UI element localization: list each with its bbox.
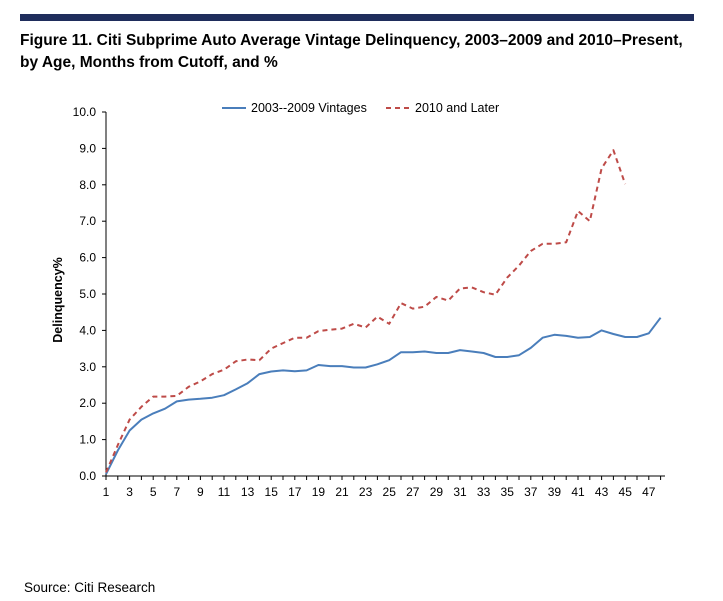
y-tick-label: 9.0 (79, 141, 96, 155)
x-tick-label: 29 (430, 485, 444, 499)
x-tick-label: 43 (595, 485, 609, 499)
series-lines (105, 149, 662, 475)
x-tick-label: 7 (173, 485, 180, 499)
y-tick-label: 1.0 (79, 433, 96, 447)
x-tick-label: 9 (197, 485, 204, 499)
series-line-1 (105, 317, 662, 475)
x-tick-label: 21 (335, 485, 349, 499)
x-tick-label: 25 (383, 485, 397, 499)
header-bar (20, 14, 694, 21)
y-tick-label: 6.0 (79, 251, 96, 265)
x-tick-label: 13 (241, 485, 255, 499)
figure-title: Figure 11. Citi Subprime Auto Average Vi… (20, 32, 683, 71)
y-tick-label: 4.0 (79, 323, 96, 337)
x-tick-label: 33 (477, 485, 491, 499)
y-tick-label: 8.0 (79, 178, 96, 192)
y-tick-label: 5.0 (79, 287, 96, 301)
y-tick-label: 2.0 (79, 396, 96, 410)
x-tick-label: 17 (288, 485, 302, 499)
legend-label-2: 2010 and Later (415, 101, 499, 115)
legend: 2003--2009 Vintages 2010 and Later (222, 101, 499, 115)
x-tick-label: 27 (406, 485, 420, 499)
x-tick-label: 47 (642, 485, 656, 499)
x-tick-label: 3 (126, 485, 133, 499)
x-tick-label: 39 (548, 485, 562, 499)
x-tick-label: 35 (501, 485, 515, 499)
y-axis-title: Delinquency% (51, 257, 65, 342)
y-tick-label: 10.0 (73, 105, 97, 119)
x-axis-ticks: 1 3 5 7 9 11 13 15 17 19 21 23 25 27 29 31 33 35 37 39 41 43 4… (103, 476, 662, 499)
y-tick-label: 3.0 (79, 360, 96, 374)
x-tick-label: 11 (218, 485, 231, 499)
series-line-2 (105, 149, 627, 473)
y-tick-label: 7.0 (79, 214, 96, 228)
x-tick-label: 41 (571, 485, 585, 499)
x-tick-label: 37 (524, 485, 538, 499)
legend-label-1: 2003--2009 Vintages (251, 101, 367, 115)
x-tick-label: 15 (265, 485, 279, 499)
source-note: Source: Citi Research (24, 580, 156, 595)
x-tick-label: 19 (312, 485, 326, 499)
x-tick-label: 45 (619, 485, 633, 499)
x-tick-label: 23 (359, 485, 373, 499)
x-tick-label: 5 (150, 485, 157, 499)
x-tick-label: 31 (453, 485, 467, 499)
x-tick-label: 1 (103, 485, 110, 499)
y-tick-label: 0.0 (79, 469, 96, 483)
y-axis-ticks: 0.0 1.0 2.0 3.0 4.0 5.0 6.0 7.0 8.0 9.0 10.0 (73, 105, 106, 483)
